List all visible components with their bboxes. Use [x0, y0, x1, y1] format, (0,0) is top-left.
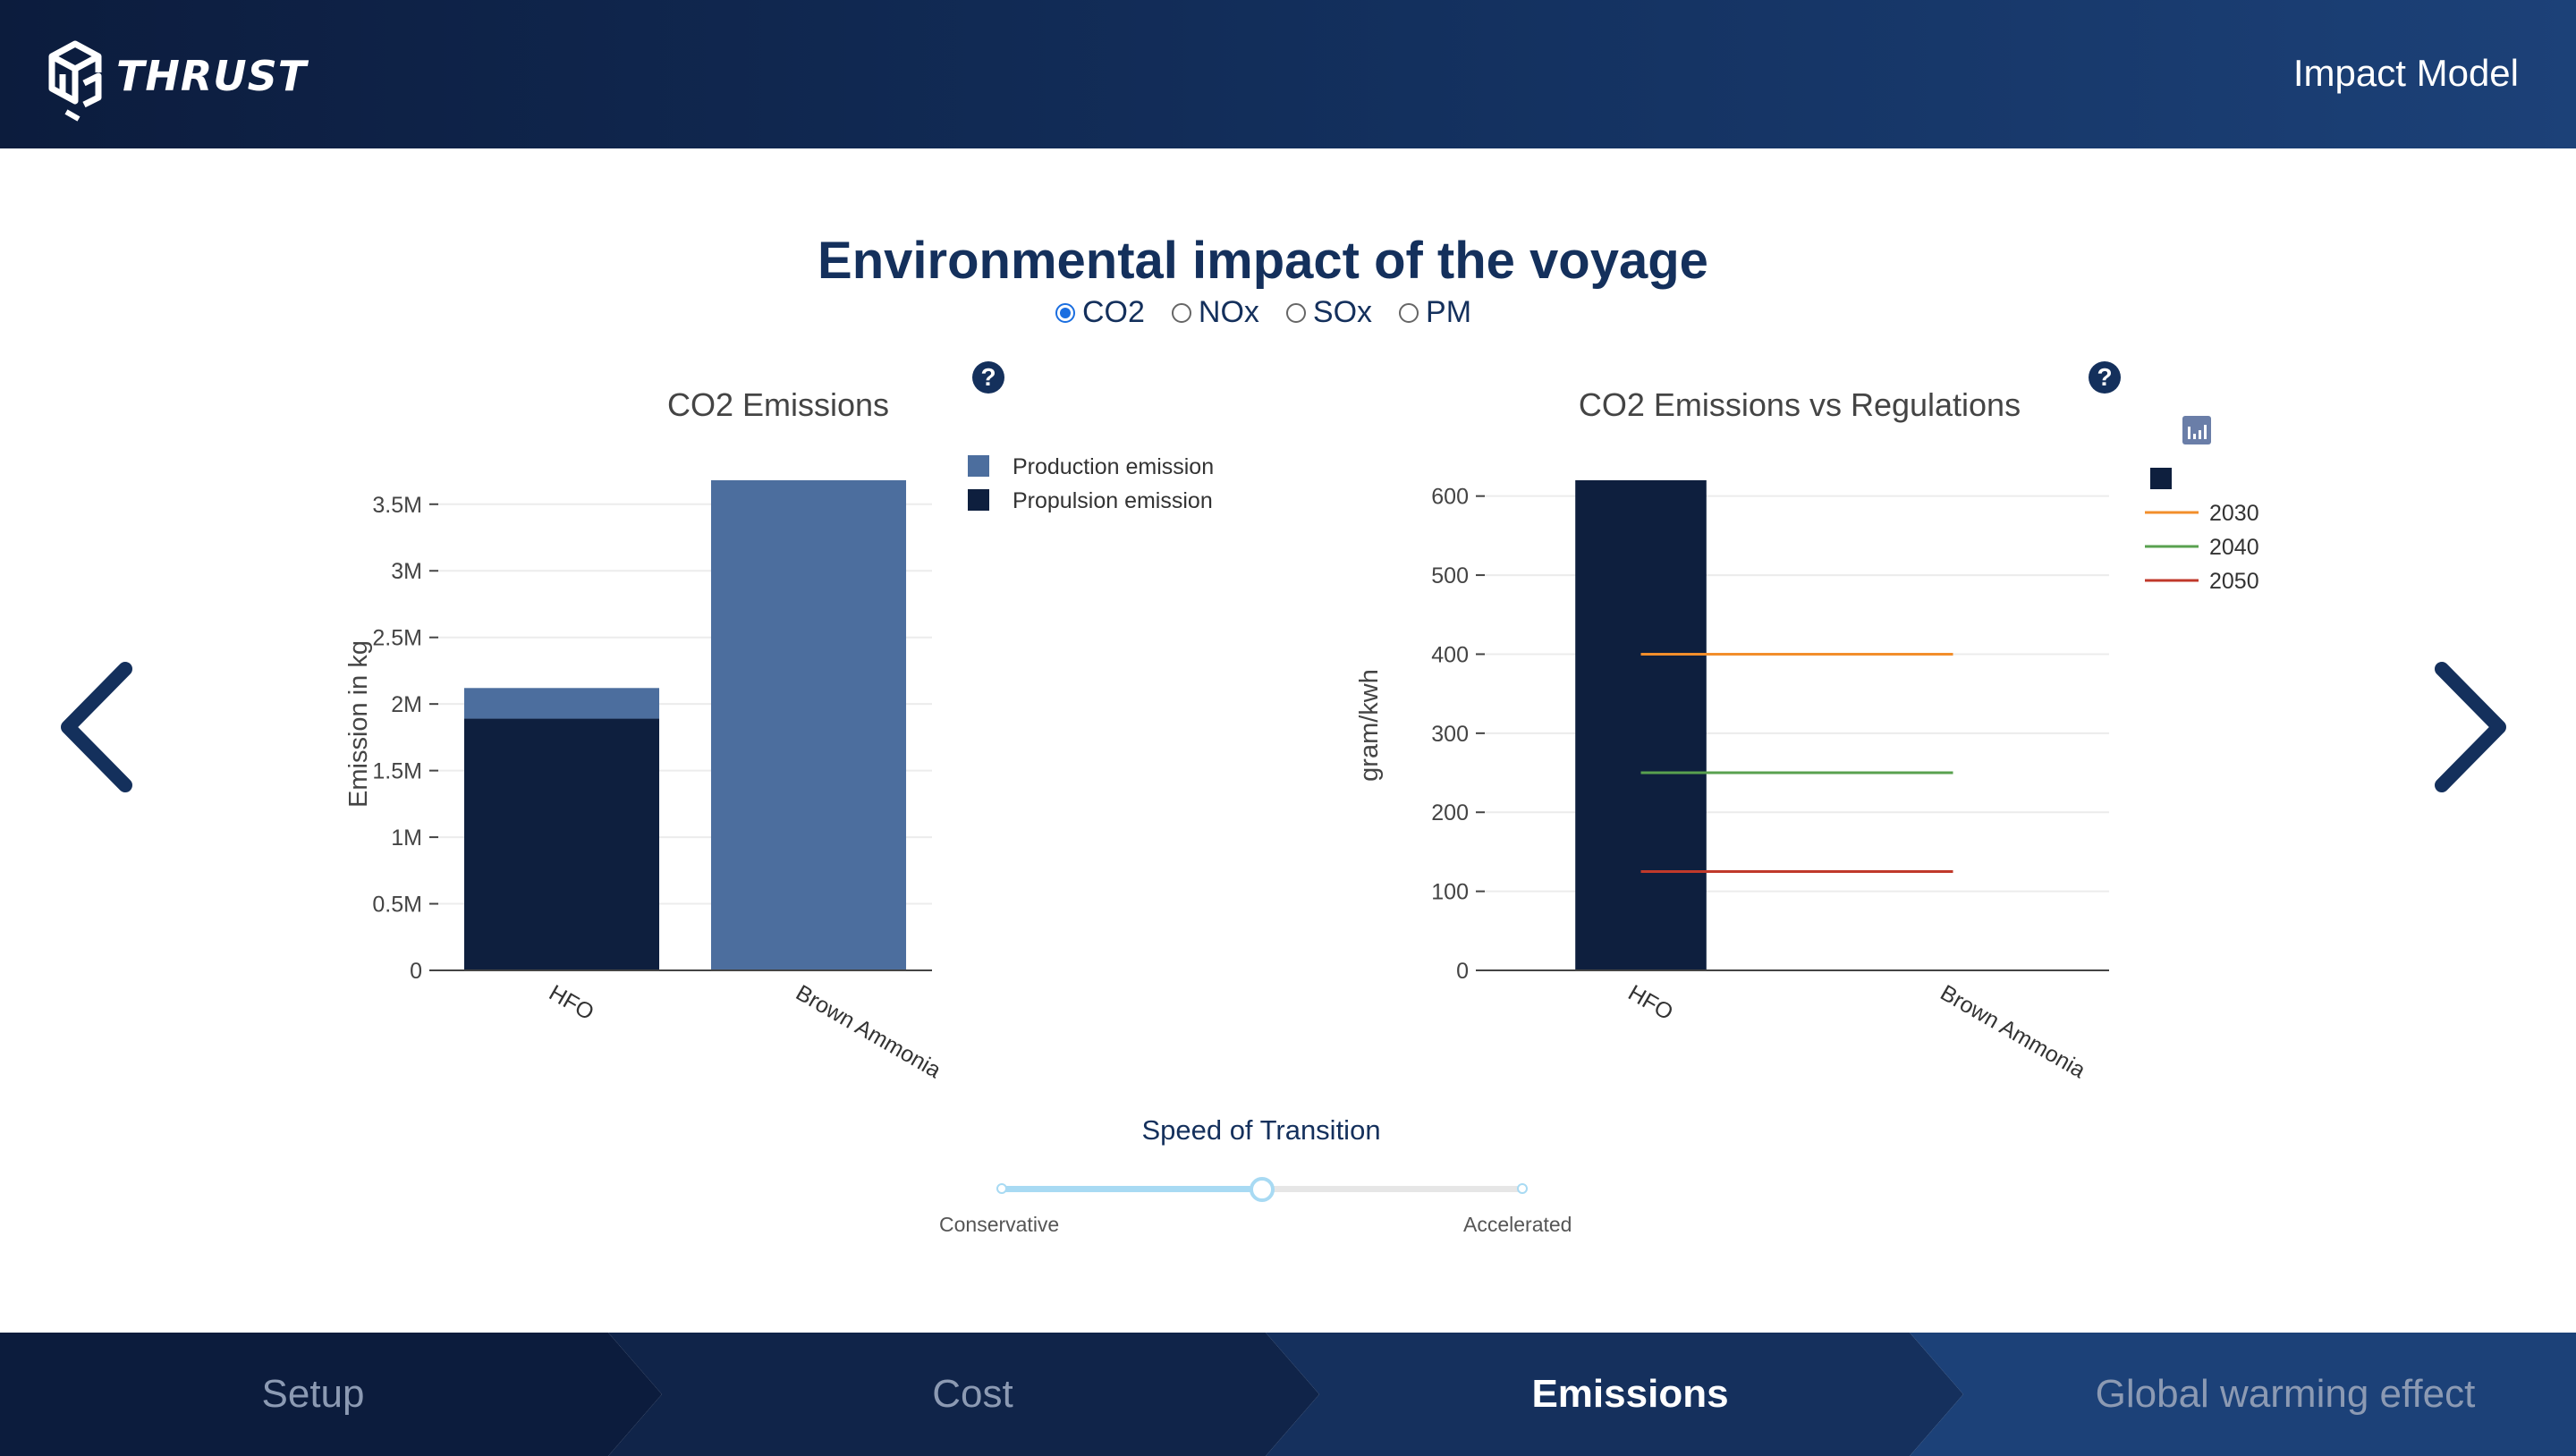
y-tick-label: 2.5M: [372, 626, 422, 651]
step-emissions[interactable]: Emissions: [1531, 1372, 1729, 1416]
bar-chart-icon[interactable]: [2182, 416, 2211, 444]
radio-label: PM: [1426, 295, 1472, 329]
y-tick-label: 500: [1431, 563, 1469, 588]
y-tick-label: 100: [1431, 880, 1469, 905]
legend-swatch: [2150, 468, 2172, 489]
co2-regulations-chart: CO2 Emissions vs Regulations 0 100 200 300 40…: [1355, 386, 2259, 1083]
y-tick-label: 0: [1456, 959, 1469, 984]
slider-max-dot[interactable]: [1517, 1183, 1528, 1194]
thrust-logo[interactable]: THRUST: [39, 27, 307, 125]
radio-co2[interactable]: CO2: [1055, 295, 1145, 330]
y-tick-label: 0.5M: [372, 893, 422, 918]
y-tick-label: 400: [1431, 642, 1469, 667]
legend-label: Propulsion emission: [1013, 488, 1213, 513]
legend-swatch: [968, 455, 989, 477]
y-tick-label: 1M: [391, 825, 422, 851]
x-tick-label: HFO: [1624, 980, 1678, 1026]
help-icon[interactable]: ?: [2089, 361, 2121, 394]
y-tick-label: 300: [1431, 722, 1469, 747]
radio-sox[interactable]: SOx: [1285, 295, 1373, 330]
step-global-warming[interactable]: Global warming effect: [2095, 1372, 2476, 1416]
radio-nox[interactable]: NOx: [1171, 295, 1259, 330]
chart-title: CO2 Emissions: [667, 386, 889, 423]
y-tick-label: 3M: [391, 559, 422, 584]
y-axis-label: Emission in kg: [344, 640, 373, 808]
x-tick-label: Brown Ammonia: [1936, 980, 2090, 1083]
step-bg-emissions[interactable]: [1266, 1333, 1963, 1456]
cube-logo-icon: [48, 40, 102, 122]
slider-min-label: Conservative: [939, 1213, 1060, 1236]
bar: [463, 718, 660, 970]
radio-label: NOx: [1198, 295, 1259, 329]
bar: [1575, 480, 1707, 970]
logo-text: THRUST: [116, 52, 308, 100]
y-tick-label: 0: [410, 959, 422, 984]
transition-speed-slider[interactable]: [996, 1177, 1528, 1202]
legend-swatch: [968, 489, 989, 511]
help-icon[interactable]: ?: [972, 361, 1004, 394]
slider-max-label: Accelerated: [1463, 1213, 1572, 1236]
pollutant-radio-group: CO2 NOx SOx PM: [1055, 295, 1471, 330]
app-title: Impact Model: [2292, 52, 2519, 94]
next-arrow-icon[interactable]: [2431, 660, 2512, 794]
y-tick-label: 2M: [391, 692, 422, 717]
legend-label: 2050: [2209, 569, 2259, 594]
slider-handle[interactable]: [1250, 1177, 1275, 1202]
legend-label: 2040: [2209, 535, 2259, 560]
co2-emissions-chart: CO2 Emissions 0 0.5M 1M 1.5M 2M 2.5M 3M 3.5M Emis…: [344, 386, 1214, 1083]
slider-title: Speed of Transition: [1141, 1114, 1381, 1146]
y-tick-label: 3.5M: [372, 493, 422, 518]
slider-track-fill: [1002, 1186, 1262, 1192]
y-axis-label: gram/kwh: [1355, 669, 1384, 782]
step-cost[interactable]: Cost: [932, 1372, 1013, 1416]
radio-button-icon[interactable]: [1285, 302, 1306, 323]
y-tick-label: 600: [1431, 485, 1469, 510]
radio-pm[interactable]: PM: [1399, 295, 1471, 330]
step-bg-global-warming[interactable]: [1910, 1333, 2576, 1456]
legend-label: 2030: [2209, 501, 2259, 526]
app-header: THRUST Impact Model: [0, 0, 2576, 148]
x-tick-label: Brown Ammonia: [792, 980, 945, 1083]
previous-arrow-icon[interactable]: [55, 660, 136, 794]
radio-button-icon[interactable]: [1399, 302, 1419, 323]
radio-button-icon[interactable]: [1171, 302, 1191, 323]
legend-label: Production emission: [1013, 454, 1214, 479]
radio-label: SOx: [1312, 295, 1373, 329]
x-tick-label: HFO: [545, 980, 598, 1026]
step-setup[interactable]: Setup: [261, 1372, 365, 1416]
y-tick-label: 1.5M: [372, 759, 422, 784]
bar: [710, 479, 907, 970]
slider-min-dot[interactable]: [996, 1183, 1007, 1194]
chart-title: CO2 Emissions vs Regulations: [1579, 386, 2021, 423]
step-bg-cost[interactable]: [608, 1333, 1319, 1456]
y-tick-label: 200: [1431, 800, 1469, 825]
radio-button-icon[interactable]: [1055, 302, 1075, 323]
step-bg-setup[interactable]: [0, 1333, 662, 1456]
bar: [463, 688, 660, 719]
page-title: Environmental impact of the voyage: [818, 232, 1708, 290]
radio-label: CO2: [1082, 295, 1145, 329]
step-navigation: [0, 1333, 2576, 1456]
